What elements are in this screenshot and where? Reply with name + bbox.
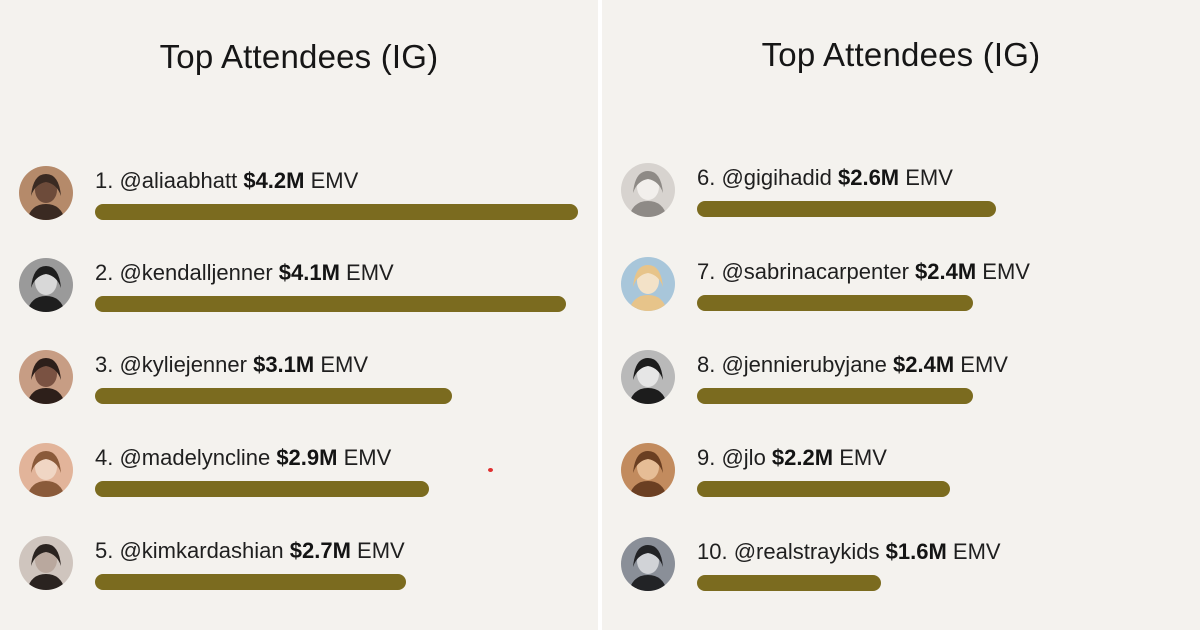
emv-unit: EMV [954,352,1008,377]
emv-unit: EMV [337,445,392,470]
emv-value: $1.6M [885,539,947,564]
attendee-handle: 9. @jlo [697,445,772,470]
emv-bar [697,481,950,497]
attendee-label: 10. @realstraykids $1.6M EMV [697,539,1001,565]
emv-unit: EMV [304,168,359,193]
attendee-label: 4. @madelyncline $2.9M EMV [95,445,391,471]
avatar-photo-icon [19,443,73,497]
right-panel: Top Attendees (IG) 6. @gigihadid $2.6M E… [602,0,1200,630]
attendee-handle: 7. @sabrinacarpenter [697,259,916,284]
list-item: 1. @aliaabhatt $4.2M EMV [0,166,598,226]
emv-value: $3.1M [253,352,315,377]
emv-bar [697,575,881,591]
list-item: 8. @jennierubyjane $2.4M EMV [602,350,1200,410]
list-item: 5. @kimkardashian $2.7M EMV [0,536,598,596]
emv-value: $2.9M [276,445,338,470]
attendee-handle: 1. @aliaabhatt [95,168,244,193]
avatar-photo-icon [19,350,73,404]
list-item: 9. @jlo $2.2M EMV [602,443,1200,503]
emv-unit: EMV [350,538,405,563]
emv-value: $4.1M [278,260,340,285]
list-item: 6. @gigihadid $2.6M EMV [602,163,1200,223]
emv-unit: EMV [946,539,1001,564]
emv-unit: EMV [833,445,887,470]
list-item: 2. @kendalljenner $4.1M EMV [0,258,598,318]
attendee-label: 8. @jennierubyjane $2.4M EMV [697,352,1008,378]
attendee-handle: 3. @kyliejenner [95,352,254,377]
list-item: 10. @realstraykids $1.6M EMV [602,537,1200,597]
avatar-photo-icon [621,257,675,311]
attendee-handle: 8. @jennierubyjane [697,352,894,377]
attendee-label: 7. @sabrinacarpenter $2.4M EMV [697,259,1030,285]
attendee-label: 3. @kyliejenner $3.1M EMV [95,352,368,378]
emv-bar [95,296,566,312]
panel-title: Top Attendees (IG) [761,36,1041,73]
emv-unit: EMV [976,259,1030,284]
attendee-label: 6. @gigihadid $2.6M EMV [697,165,953,191]
attendee-handle: 4. @madelyncline [95,445,277,470]
avatar-photo-icon [621,537,675,591]
attendee-label: 9. @jlo $2.2M EMV [697,445,887,471]
emv-bar [95,204,578,220]
avatar-photo-icon [621,350,675,404]
emv-value: $2.7M [289,538,351,563]
attendee-handle: 5. @kimkardashian [95,538,290,563]
list-item: 4. @madelyncline $2.9M EMV [0,443,598,503]
emv-value: $2.4M [893,352,955,377]
attendee-label: 2. @kendalljenner $4.1M EMV [95,260,394,286]
attendee-label: 5. @kimkardashian $2.7M EMV [95,538,405,564]
emv-bar [95,388,452,404]
attendee-handle: 6. @gigihadid [697,165,838,190]
panel-divider [598,0,602,630]
list-item: 7. @sabrinacarpenter $2.4M EMV [602,257,1200,317]
attendee-handle: 10. @realstraykids [697,539,886,564]
emv-value: $4.2M [243,168,305,193]
panel-title: Top Attendees (IG) [159,38,439,75]
avatar-photo-icon [621,163,675,217]
attendee-label: 1. @aliaabhatt $4.2M EMV [95,168,358,194]
left-panel: Top Attendees (IG) 1. @aliaabhatt $4.2M … [0,0,598,630]
emv-unit: EMV [339,260,394,285]
emv-bar [95,574,406,590]
avatar-photo-icon [19,166,73,220]
list-item: 3. @kyliejenner $3.1M EMV [0,350,598,410]
emv-bar [697,295,973,311]
emv-unit: EMV [314,352,369,377]
avatar-photo-icon [621,443,675,497]
emv-bar [697,201,996,217]
avatar-photo-icon [19,536,73,590]
emv-value: $2.6M [837,165,900,190]
attendee-handle: 2. @kendalljenner [95,260,279,285]
red-dot-mark [488,468,493,472]
emv-bar [95,481,429,497]
emv-value: $2.2M [771,445,834,470]
emv-value: $2.4M [915,259,977,284]
avatar-photo-icon [19,258,73,312]
emv-bar [697,388,973,404]
emv-unit: EMV [899,165,953,190]
